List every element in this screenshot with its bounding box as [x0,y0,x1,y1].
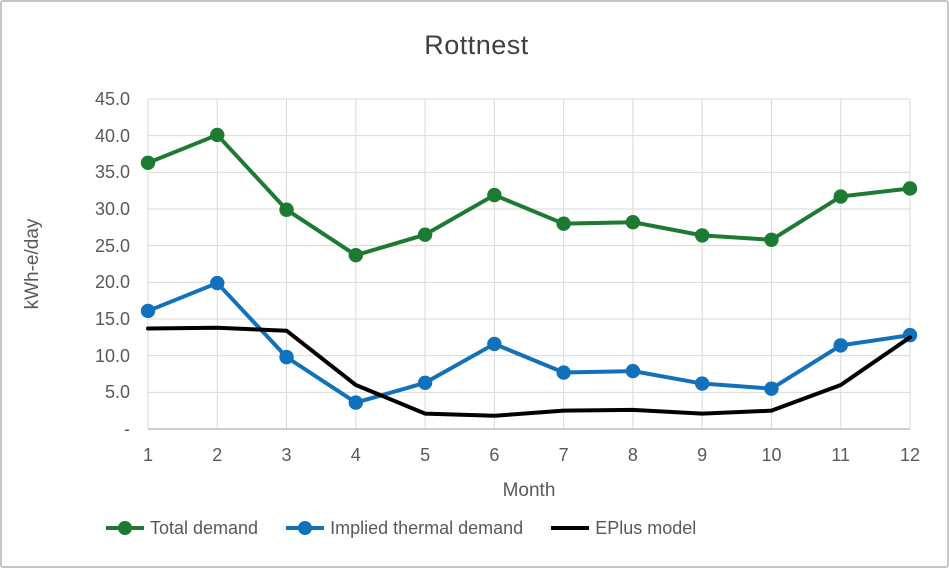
legend-label: Total demand [150,517,259,538]
data-point-total-demand [210,127,225,143]
y-tick-label: 5.0 [104,382,130,403]
data-point-total-demand [348,248,364,263]
x-tick-label: 5 [420,445,431,465]
legend-item-total-demand[interactable]: Total demand [106,514,258,542]
data-point-total-demand [140,155,156,170]
x-tick-label: 2 [212,445,223,465]
legend-line-marker-icon [286,520,325,536]
data-point-total-demand [764,232,779,247]
y-tick-label: 15.0 [94,309,130,329]
y-tick-label: 20.0 [94,272,130,293]
data-point-implied-thermal-demand [487,336,502,352]
data-point-implied-thermal-demand [279,349,294,365]
chart-legend: Total demand Implied thermal demand EPlus … [106,514,696,542]
y-tick-label: - [124,419,130,439]
data-point-implied-thermal-demand [417,375,433,390]
data-point-implied-thermal-demand [556,365,571,380]
legend-item-eplus-model[interactable]: EPlus model [551,514,696,542]
data-point-total-demand [279,202,294,217]
data-point-total-demand [833,189,848,204]
legend-label: EPlus model [595,517,697,538]
x-tick-label: 9 [697,445,708,465]
series-line-total-demand [146,132,912,258]
x-tick-label: 1 [142,445,153,465]
data-point-implied-thermal-demand [210,275,225,291]
x-tick-label: 11 [831,445,851,465]
x-axis-title: Month [502,480,556,501]
data-point-total-demand [902,181,918,196]
x-tick-label: 8 [627,445,638,465]
legend-label: Implied thermal demand [330,517,524,538]
data-point-total-demand [417,227,433,242]
legend-line-marker-icon [551,520,590,536]
y-tick-label: 10.0 [94,345,130,366]
data-point-total-demand [556,216,571,231]
data-point-implied-thermal-demand [694,376,710,391]
series-line-implied-thermal-demand [146,281,912,405]
x-tick-label: 12 [899,445,921,465]
legend-item-implied-thermal-demand[interactable]: Implied thermal demand [286,514,523,542]
y-tick-label: 30.0 [94,199,130,219]
x-tick-label: 4 [350,445,361,465]
data-point-total-demand [694,228,710,243]
y-tick-label: 25.0 [94,235,130,256]
data-point-implied-thermal-demand [833,338,848,353]
x-tick-label: 3 [281,445,292,465]
data-point-total-demand [625,215,641,230]
legend-line-marker-icon [106,520,144,536]
series-line-eplus-model [146,325,912,418]
data-point-implied-thermal-demand [625,363,641,379]
data-point-total-demand [487,187,502,203]
x-tick-label: 6 [489,445,500,465]
data-point-implied-thermal-demand [764,381,779,396]
y-tick-label: 40.0 [94,125,130,146]
data-point-implied-thermal-demand [140,303,156,319]
chart-title: Rottnest [424,30,529,60]
x-tick-label: 7 [558,445,569,465]
data-point-implied-thermal-demand [348,395,364,410]
y-tick-label: 45.0 [94,89,130,109]
y-tick-label: 35.0 [94,162,130,183]
x-tick-label: 10 [761,445,782,465]
